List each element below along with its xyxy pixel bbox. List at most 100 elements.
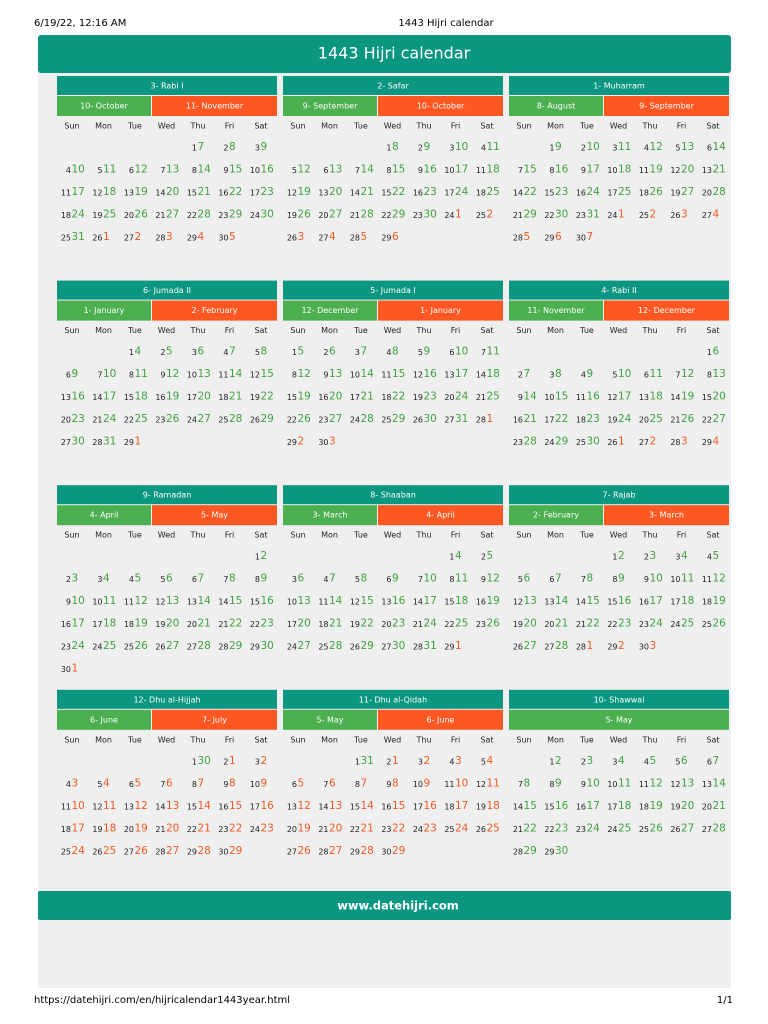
gregorian-day: 11 (487, 777, 500, 789)
gregorian-day: 2 (555, 755, 562, 767)
month-header (509, 485, 729, 505)
hijri-day: 22 (444, 620, 454, 629)
month-name: 6- Jumada II (143, 286, 191, 295)
gregorian-day: 6 (681, 755, 688, 767)
hijri-day: 14 (576, 598, 586, 607)
gregorian-day: 17 (587, 164, 600, 176)
gregorian-day: 23 (424, 186, 437, 198)
gregorian-day: 3 (681, 436, 688, 448)
gregorian-day: 29 (229, 845, 242, 857)
hijri-day: 30 (218, 234, 228, 243)
gregorian-day: 25 (618, 822, 631, 834)
hijri-day: 6 (449, 348, 454, 357)
hijri-day: 13 (318, 189, 328, 198)
hijri-day: 7 (223, 575, 228, 584)
hijri-day: 1 (355, 757, 360, 766)
gregorian-month-name: 2- February (192, 306, 238, 315)
gregorian-day: 20 (329, 391, 342, 403)
gregorian-day: 5 (135, 777, 142, 789)
hijri-day: 13 (639, 393, 649, 402)
hijri-day: 28 (155, 234, 165, 243)
hijri-day: 16 (639, 598, 649, 607)
gregorian-day: 21 (229, 391, 242, 403)
hijri-day: 22 (250, 620, 260, 629)
hijri-day: 19 (476, 802, 486, 811)
gregorian-day: 14 (198, 595, 212, 607)
gregorian-month-name: 12- December (638, 306, 696, 315)
gregorian-day: 22 (229, 822, 242, 834)
hijri-day: 7 (160, 780, 165, 789)
hijri-day: 24 (444, 211, 454, 220)
hijri-day: 13 (61, 393, 71, 402)
gregorian-day: 16 (392, 595, 406, 607)
gregorian-day: 8 (524, 777, 531, 789)
weekday-label: Wed (158, 531, 175, 540)
hijri-day: 9 (323, 371, 328, 380)
gregorian-day: 26 (713, 618, 727, 630)
hijri-day: 1 (129, 348, 134, 357)
weekday-label: Fri (451, 122, 461, 131)
hijri-day: 27 (702, 825, 712, 834)
weekday-label: Wed (610, 122, 627, 131)
gregorian-day: 22 (229, 618, 242, 630)
hijri-day: 2 (223, 144, 228, 153)
weekday-label: Sat (254, 735, 267, 744)
weekday-label: Sun (516, 735, 531, 744)
gregorian-day: 24 (424, 618, 438, 630)
hijri-day: 24 (544, 438, 554, 447)
gregorian-day: 26 (166, 413, 180, 425)
weekday-label: Fri (677, 735, 687, 744)
hijri-day: 30 (318, 438, 328, 447)
gregorian-day: 13 (329, 368, 342, 380)
footer-bar[interactable] (38, 891, 731, 920)
hijri-day: 26 (670, 825, 680, 834)
hijri-day: 14 (513, 189, 523, 198)
gregorian-day: 13 (329, 800, 342, 812)
gregorian-day: 2 (650, 436, 657, 448)
hijri-day: 27 (124, 847, 134, 856)
gregorian-day: 9 (392, 573, 399, 585)
hijri-day: 2 (418, 144, 423, 153)
hijri-day: 4 (581, 371, 586, 380)
weekday-label: Mon (547, 531, 564, 540)
hijri-day: 3 (255, 757, 260, 766)
hijri-day: 15 (287, 393, 297, 402)
hijri-day: 10 (287, 598, 297, 607)
hijri-day: 14 (218, 598, 228, 607)
gregorian-day: 1 (229, 755, 236, 767)
hijri-day: 25 (702, 620, 712, 629)
gregorian-day: 8 (392, 141, 399, 153)
weekday-label: Wed (384, 326, 401, 335)
hijri-day: 24 (350, 416, 360, 425)
gregorian-day: 7 (713, 755, 720, 767)
gregorian-day: 18 (618, 164, 631, 176)
weekday-label: Mon (95, 122, 112, 131)
gregorian-month-name: 6- June (427, 715, 455, 724)
hijri-day: 29 (544, 847, 554, 856)
gregorian-day: 22 (524, 186, 537, 198)
weekday-label: Sun (516, 122, 531, 131)
gregorian-day: 17 (455, 800, 468, 812)
gregorian-day: 24 (455, 391, 469, 403)
gregorian-day: 6 (329, 346, 336, 358)
gregorian-day: 15 (229, 800, 242, 812)
hijri-day: 16 (155, 393, 165, 402)
gregorian-day: 19 (713, 595, 726, 607)
gregorian-day: 29 (524, 209, 537, 221)
gregorian-day: 26 (681, 413, 695, 425)
gregorian-day: 28 (198, 640, 211, 652)
gregorian-day: 24 (650, 618, 664, 630)
gregorian-day: 15 (229, 595, 242, 607)
hijri-day: 15 (250, 598, 260, 607)
footer-link[interactable]: www.datehijri.com (337, 899, 459, 913)
gregorian-day: 4 (713, 209, 720, 221)
hijri-day: 27 (381, 643, 391, 652)
hijri-day: 3 (97, 575, 102, 584)
gregorian-day: 17 (103, 391, 116, 403)
gregorian-day: 18 (455, 595, 468, 607)
gregorian-month-bar (378, 505, 503, 526)
hijri-day: 10 (92, 598, 102, 607)
gregorian-month-bar (57, 300, 151, 321)
hijri-day: 3 (612, 757, 617, 766)
gregorian-month-bar (57, 505, 151, 526)
